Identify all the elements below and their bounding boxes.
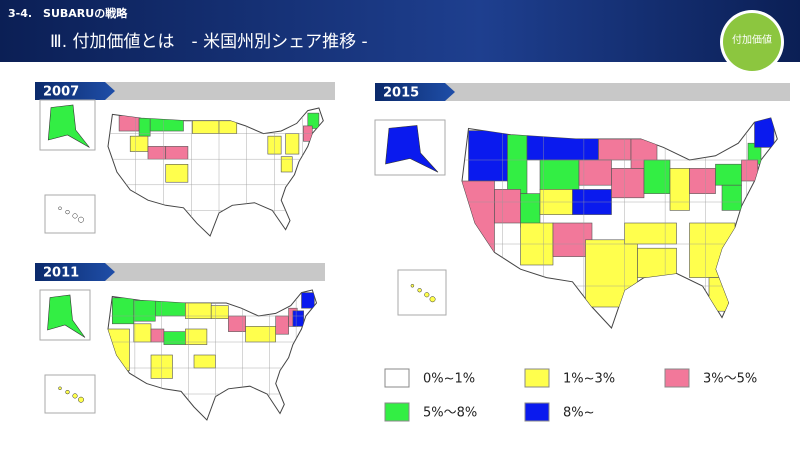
- state-region: [307, 112, 320, 129]
- state-region: [210, 305, 229, 319]
- badge: [723, 13, 781, 71]
- state-region: [185, 302, 212, 319]
- hawaii: [72, 393, 78, 399]
- state-region: [741, 159, 759, 182]
- legend-label: 0%~1%: [423, 372, 475, 387]
- banner-bar: [95, 82, 335, 100]
- state-region: [754, 118, 775, 148]
- state-region: [275, 315, 289, 335]
- alaska: [385, 125, 439, 173]
- state-region: [598, 138, 632, 161]
- hawaii: [424, 292, 430, 298]
- banner-bar: [95, 263, 325, 281]
- hawaii: [410, 284, 415, 288]
- alaska: [47, 104, 90, 148]
- state-region: [192, 120, 220, 134]
- hawaii-inset: [44, 374, 96, 414]
- state-region: [245, 326, 277, 343]
- state-region: [185, 328, 208, 345]
- hawaii: [78, 216, 84, 223]
- legend-label: 1%~3%: [563, 372, 615, 387]
- state-region: [218, 120, 238, 134]
- state-region: [643, 159, 671, 194]
- banner: [375, 83, 455, 101]
- state-region: [526, 134, 599, 161]
- state-region: [689, 222, 736, 278]
- hawaii: [65, 209, 70, 215]
- state-region: [689, 168, 716, 194]
- hawaii: [417, 288, 422, 293]
- state-region: [147, 146, 167, 160]
- state-region: [721, 184, 742, 211]
- header-bar: [0, 0, 800, 62]
- state-region: [285, 133, 300, 155]
- state-region: [163, 331, 186, 345]
- hawaii-inset: [397, 269, 447, 316]
- state-region: [228, 315, 246, 332]
- hawaii: [58, 206, 62, 211]
- hawaii-inset: [44, 194, 96, 234]
- legend-label: 5%～8%: [423, 406, 477, 421]
- state-region: [292, 310, 304, 327]
- state-region: [129, 135, 149, 152]
- alaska: [47, 294, 86, 338]
- legend-label: 3%～5%: [703, 372, 757, 387]
- state-region: [165, 146, 189, 160]
- legend-swatch: [384, 402, 410, 422]
- state-region: [637, 247, 677, 278]
- state-region: [133, 300, 156, 322]
- legend-label: 8%~: [563, 406, 595, 421]
- state-region: [108, 328, 130, 371]
- badge-label: 付加価値: [732, 33, 772, 46]
- hawaii: [72, 213, 78, 219]
- state-region: [578, 159, 612, 186]
- state-region: [539, 159, 580, 190]
- state-region: [520, 193, 541, 228]
- state-region: [165, 164, 189, 183]
- state-region: [669, 168, 690, 211]
- hawaii: [65, 389, 70, 395]
- state-region: [468, 130, 508, 182]
- hawaii: [58, 386, 62, 391]
- section-label: 3-4. SUBARUの戦略: [8, 6, 128, 20]
- legend-swatch: [524, 402, 550, 422]
- hawaii: [78, 396, 84, 403]
- state-region: [133, 323, 152, 343]
- state-region: [301, 292, 315, 309]
- map-year: 2015: [383, 86, 419, 101]
- state-region: [507, 134, 528, 194]
- state-region: [112, 297, 135, 325]
- state-region: [715, 163, 742, 186]
- state-region: [150, 328, 165, 343]
- hawaii: [429, 296, 436, 303]
- state-region: [280, 156, 293, 173]
- state-region: [585, 239, 638, 308]
- legend-swatch: [664, 368, 690, 388]
- state-region: [611, 168, 645, 199]
- map-year: 2007: [43, 85, 79, 100]
- state-region: [624, 222, 677, 245]
- legend-swatch: [524, 368, 550, 388]
- states: [108, 108, 324, 236]
- banner: [35, 82, 115, 100]
- banner-bar: [435, 83, 790, 101]
- map-year: 2011: [43, 266, 79, 281]
- banner: [35, 263, 115, 281]
- states: [108, 290, 317, 420]
- slide-title: Ⅲ. 付加価値とは - 米国州別シェア推移 -: [50, 32, 368, 52]
- state-region: [193, 354, 216, 369]
- state-region: [118, 115, 140, 132]
- legend-swatch: [384, 368, 410, 388]
- state-region: [494, 189, 521, 224]
